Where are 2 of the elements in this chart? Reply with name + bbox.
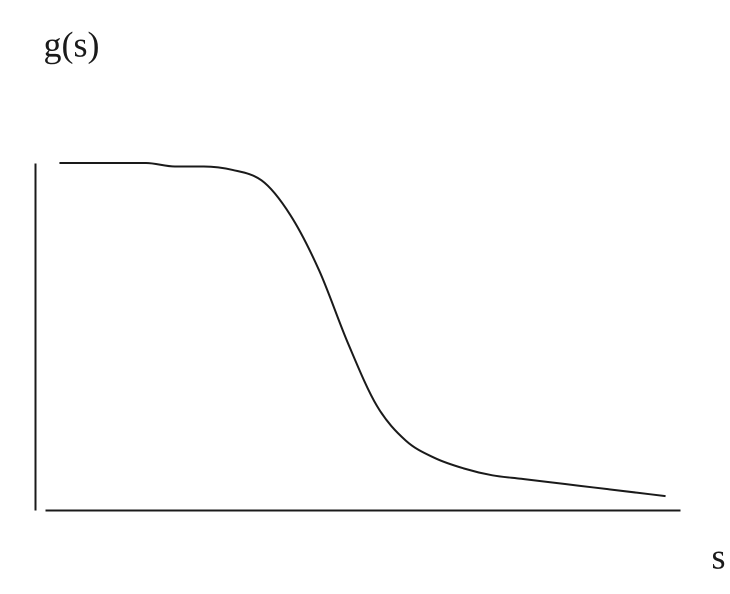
y-axis-title: g(s) bbox=[44, 24, 100, 64]
x-axis-title: s bbox=[711, 536, 726, 576]
